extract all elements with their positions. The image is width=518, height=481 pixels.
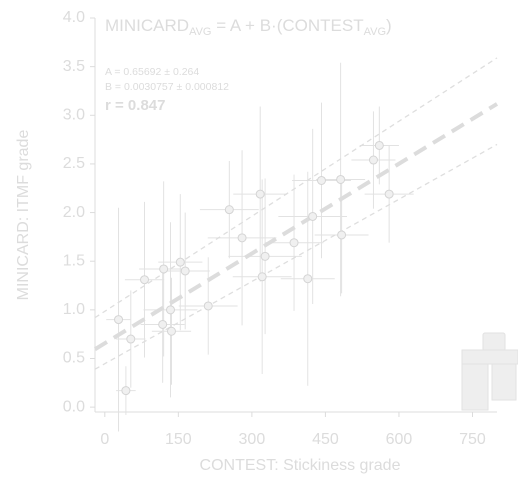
- point: [175, 257, 185, 267]
- y-tick-label: 2.0: [63, 204, 85, 221]
- point: [303, 274, 313, 284]
- y-tick-label: 0.5: [63, 350, 85, 367]
- annotation: A = 0.65692 ± 0.264: [105, 66, 199, 78]
- point: [126, 334, 136, 344]
- point: [308, 211, 318, 221]
- point: [224, 205, 234, 215]
- point: [336, 174, 346, 184]
- x-tick-label: 150: [165, 431, 192, 448]
- point: [337, 230, 347, 240]
- point: [368, 155, 378, 165]
- title-part: = A + B·(CONTEST: [211, 16, 363, 35]
- instrument-icon: [461, 332, 518, 411]
- x-tick-label: 600: [386, 431, 413, 448]
- point: [114, 315, 124, 325]
- point: [166, 326, 176, 336]
- x-tick-label: 0: [100, 431, 109, 448]
- x-tick-label: 750: [459, 431, 486, 448]
- point: [260, 251, 270, 261]
- title-subscript: AVG: [189, 26, 211, 38]
- point: [255, 189, 265, 199]
- y-tick-label: 3.0: [63, 107, 85, 124]
- annotation: B = 0.0030757 ± 0.000812: [105, 81, 229, 93]
- confidence-line: [94, 143, 498, 370]
- point: [159, 264, 169, 274]
- point: [374, 140, 384, 150]
- point: [289, 238, 299, 248]
- title-part: ): [386, 16, 392, 35]
- title-subscript: AVG: [364, 26, 386, 38]
- title-part: MINICARD: [105, 16, 189, 35]
- point: [237, 233, 247, 243]
- y-tick-label: 2.5: [63, 155, 85, 172]
- point: [165, 305, 175, 315]
- fit-line: [93, 102, 499, 351]
- point: [316, 175, 326, 185]
- y-tick-label: 1.5: [63, 252, 85, 269]
- annotation: r = 0.847: [105, 97, 165, 114]
- y-tick-label: 4.0: [63, 9, 85, 26]
- y-tick-label: 3.5: [63, 58, 85, 75]
- y-axis-label: MINICARD: ITMF grade: [15, 130, 32, 301]
- point: [121, 386, 131, 396]
- point: [180, 266, 190, 276]
- point: [140, 275, 150, 285]
- confidence-line: [94, 57, 498, 319]
- x-axis-label: CONTEST: Stickiness grade: [200, 457, 401, 474]
- y-tick-label: 1.0: [63, 301, 85, 318]
- x-tick-label: 450: [312, 431, 339, 448]
- x-tick-label: 300: [239, 431, 266, 448]
- y-tick-label: 0.0: [63, 398, 85, 415]
- point: [384, 189, 394, 199]
- point: [257, 272, 267, 282]
- point: [158, 319, 168, 329]
- point: [203, 301, 213, 311]
- chart-title: MINICARDAVG = A + B·(CONTESTAVG): [105, 16, 392, 37]
